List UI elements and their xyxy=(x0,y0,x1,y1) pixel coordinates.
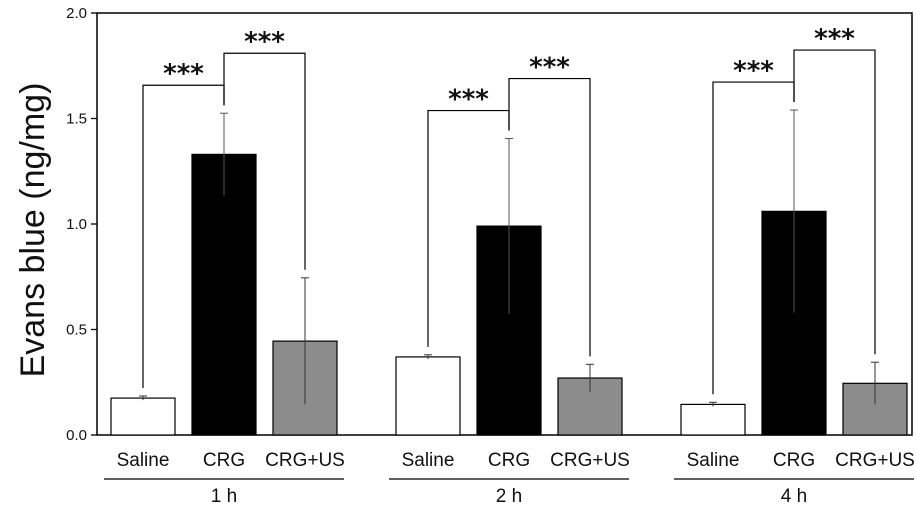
significance-label: *** xyxy=(814,24,855,54)
significance-label: *** xyxy=(529,53,570,83)
bar-saline-4h xyxy=(680,403,746,436)
group-label: 1 h xyxy=(211,486,237,507)
significance-label: *** xyxy=(163,59,204,89)
significance-bracket xyxy=(223,52,306,270)
category-label: CRG+US xyxy=(265,450,345,471)
significance-bracket xyxy=(793,49,876,355)
category-label: CRG xyxy=(203,450,245,471)
group-label: 4 h xyxy=(781,486,807,507)
y-tick-label: 1.0 xyxy=(66,216,87,233)
significance-label: *** xyxy=(733,56,774,86)
significance-label: *** xyxy=(448,85,489,115)
significance-brackets: *** *** *** *** *** *** xyxy=(142,24,876,395)
y-tick-label: 1.5 xyxy=(66,111,87,128)
category-label: CRG xyxy=(488,450,530,471)
bar-saline-2h xyxy=(395,356,461,436)
category-label: CRG+US xyxy=(835,450,915,471)
category-label: CRG xyxy=(773,450,815,471)
y-tick-label: 0.0 xyxy=(66,427,87,444)
group-label: 2 h xyxy=(496,486,522,507)
bar-crg-1h xyxy=(191,153,257,436)
significance-bracket xyxy=(508,77,591,357)
bar-saline-1h xyxy=(110,397,176,436)
y-tick-label: 0.5 xyxy=(66,322,87,339)
category-label: Saline xyxy=(402,450,455,471)
significance-label: *** xyxy=(244,27,285,57)
category-label: Saline xyxy=(117,450,170,471)
y-axis-title: Evans blue (ng/mg) xyxy=(14,83,52,378)
y-axis: 0.0 0.5 1.0 1.5 2.0 xyxy=(66,5,97,444)
x-axis-labels: Saline CRG CRG+US 1 h Saline CRG CRG+US 2 h Sali… xyxy=(104,450,915,507)
y-tick-label: 2.0 xyxy=(66,5,87,22)
category-label: CRG+US xyxy=(550,450,630,471)
category-label: Saline xyxy=(687,450,740,471)
error-bars xyxy=(139,109,879,407)
